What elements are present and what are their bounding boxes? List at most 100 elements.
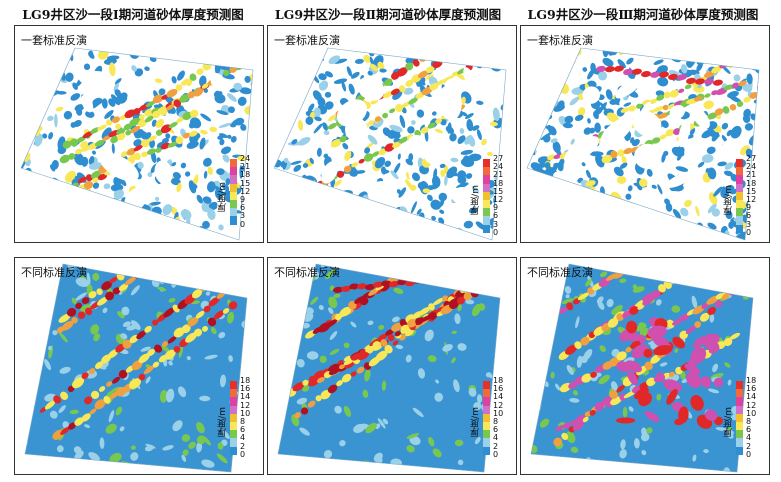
map-blob	[582, 67, 588, 72]
map-blob	[584, 411, 592, 417]
map-blob	[223, 32, 229, 38]
map-blob	[580, 355, 588, 364]
map-blob	[745, 148, 754, 159]
map-blob	[345, 468, 351, 472]
map-blob	[403, 267, 410, 273]
map-blob	[305, 116, 314, 125]
map-blob	[665, 128, 675, 137]
map-blob	[419, 227, 427, 235]
map-blob	[453, 274, 463, 281]
map-blob	[77, 311, 86, 319]
map-blob	[181, 434, 191, 442]
map-blob	[30, 67, 40, 73]
map-blob	[214, 185, 222, 193]
map-blob	[248, 283, 257, 292]
map-blob	[63, 110, 73, 120]
map-blob	[647, 258, 661, 263]
map-blob	[316, 147, 322, 157]
map-blob	[580, 336, 590, 346]
map-blob	[202, 157, 212, 167]
map-blob	[237, 96, 247, 106]
map-blob	[562, 122, 573, 129]
map-blob	[468, 277, 477, 285]
map-blob	[550, 138, 558, 143]
map-blob	[581, 162, 586, 167]
map-blob	[222, 154, 230, 163]
map-blob	[330, 213, 340, 224]
thickness-map	[530, 258, 754, 473]
map-blob	[364, 368, 371, 382]
map-blob	[141, 232, 146, 238]
map-blob	[435, 379, 439, 384]
map-blob	[585, 180, 596, 187]
map-blob	[71, 228, 80, 234]
map-blob	[51, 159, 59, 170]
map-blob	[143, 365, 155, 375]
map-blob	[753, 49, 759, 58]
map-blob	[384, 26, 393, 34]
map-blob	[27, 116, 36, 121]
map-blob	[535, 190, 544, 199]
map-blob	[391, 35, 398, 42]
map-blob	[408, 134, 425, 147]
map-blob	[512, 226, 517, 235]
map-blob	[760, 126, 769, 136]
map-blob	[288, 351, 296, 359]
map-blob	[286, 335, 296, 341]
column-title-2: LG9井区沙一段Ⅱ期河道砂体厚度预测图	[274, 7, 502, 22]
map-blob	[21, 102, 26, 109]
legend-tick-label: 3	[493, 219, 499, 229]
map-blob	[666, 388, 678, 405]
map-blob	[68, 153, 76, 160]
map-blob	[306, 194, 320, 201]
map-blob	[559, 382, 572, 393]
map-blob	[54, 113, 58, 128]
map-blob	[749, 352, 753, 362]
map-blob	[669, 104, 685, 120]
map-blob	[92, 150, 96, 155]
map-blob	[133, 139, 142, 147]
map-blob	[194, 174, 199, 184]
map-blob	[684, 267, 695, 277]
map-blob	[678, 406, 689, 424]
map-blob	[98, 236, 107, 240]
map-blob	[598, 207, 606, 218]
map-blob	[695, 236, 701, 240]
map-blob	[440, 169, 446, 178]
map-blob	[557, 100, 565, 109]
map-blob	[715, 293, 724, 300]
map-blob	[459, 128, 465, 134]
map-blob	[81, 413, 91, 422]
map-blob	[124, 210, 134, 224]
map-blob	[130, 445, 136, 450]
map-blob	[339, 135, 347, 143]
map-blob	[285, 109, 295, 118]
legend-tick-label: 14	[240, 392, 251, 402]
map-blob	[283, 157, 289, 163]
map-blob	[438, 85, 462, 121]
map-blob	[607, 318, 619, 328]
map-blob	[97, 173, 108, 181]
map-blob	[600, 116, 634, 147]
map-blob	[196, 441, 203, 453]
map-blob	[394, 331, 402, 337]
map-blob	[25, 327, 30, 338]
map-blob	[585, 169, 592, 179]
map-blob	[721, 139, 737, 159]
map-blob	[702, 276, 712, 287]
map-blob	[510, 54, 517, 60]
map-blob	[83, 199, 89, 208]
map-blob	[277, 67, 285, 74]
map-blob	[475, 221, 486, 230]
map-blob	[381, 209, 392, 219]
map-blob	[277, 213, 285, 223]
map-blob	[348, 83, 355, 95]
map-blob	[395, 344, 404, 350]
map-blob	[695, 205, 700, 217]
map-blob	[351, 162, 359, 168]
map-blob	[342, 48, 352, 49]
map-blob	[457, 303, 462, 312]
map-blob	[586, 469, 594, 472]
map-blob	[221, 183, 228, 190]
map-blob	[557, 215, 566, 224]
